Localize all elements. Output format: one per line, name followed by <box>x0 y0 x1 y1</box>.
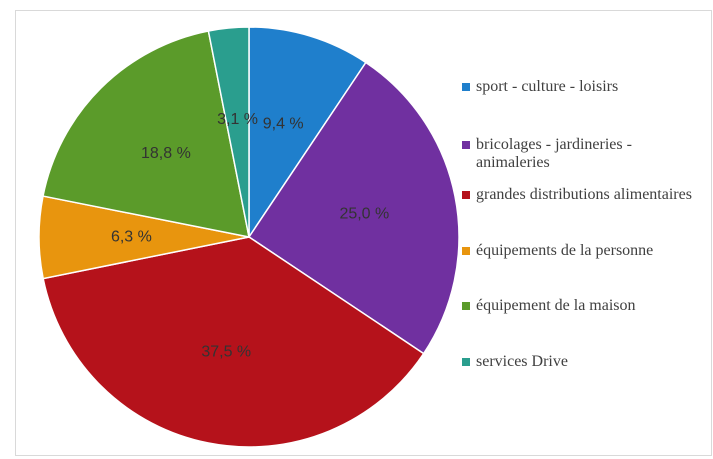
chart-frame <box>15 10 712 456</box>
data-label: 18,8 % <box>141 145 191 162</box>
data-label: 25,0 % <box>339 205 389 222</box>
pie-slice <box>247 61 460 355</box>
legend-swatch <box>462 247 470 255</box>
legend-swatch <box>462 141 470 149</box>
legend-label: équipements de la personne <box>476 242 654 259</box>
legend-label: sport - culture - loisirs <box>476 78 619 95</box>
data-label: 3,1 % <box>217 111 258 128</box>
pie-slice <box>248 26 367 240</box>
legend-item: équipement de la maison <box>462 297 707 315</box>
data-label: 6,3 % <box>111 228 152 245</box>
legend-item: grandes distributions alimentaires <box>462 186 707 204</box>
legend-label: équipement de la maison <box>476 297 636 314</box>
legend-label: services Drive <box>476 353 568 370</box>
pie-slice <box>207 26 250 238</box>
legend-item: équipements de la personne <box>462 242 707 260</box>
legend-item: bricolages - jardineries - animaleries <box>462 136 707 172</box>
legend-swatch <box>462 358 470 366</box>
data-label: 9,4 % <box>263 116 304 133</box>
legend-item: services Drive <box>462 353 707 371</box>
legend-swatch <box>462 83 470 91</box>
legend-label: grandes distributions alimentaires <box>476 186 692 203</box>
legend-item: sport - culture - loisirs <box>462 78 707 96</box>
legend-label: bricolages - jardineries - animaleries <box>476 136 632 171</box>
legend-swatch <box>462 191 470 199</box>
pie-slice <box>42 236 425 448</box>
data-label: 37,5 % <box>201 344 251 361</box>
legend-swatch <box>462 302 470 310</box>
pie-slice <box>42 30 250 238</box>
